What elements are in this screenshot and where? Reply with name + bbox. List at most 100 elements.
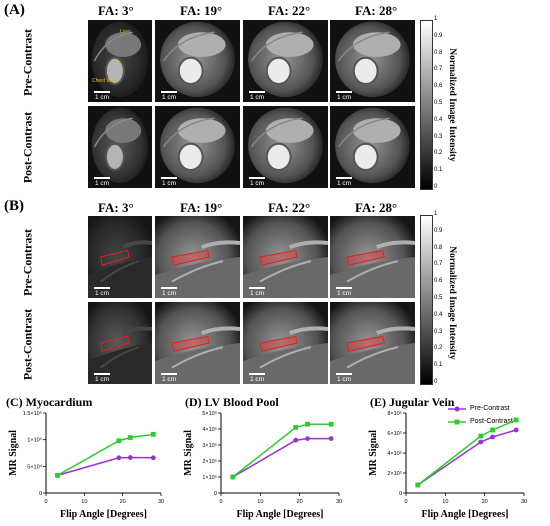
y-tick-label: 4×10⁵ [202, 426, 217, 433]
scale-bar [249, 177, 265, 179]
data-point [513, 417, 519, 423]
data-point [513, 427, 519, 433]
series-line [232, 437, 332, 478]
y-axis-label: MR Signal [368, 430, 379, 476]
chart-panel-title: (C) Myocardium [6, 395, 92, 409]
legend-post-contrast: Post-Contrast [448, 418, 513, 425]
colorbar-tick-label: 1 [434, 211, 438, 217]
x-tick-label: 20 [482, 499, 488, 505]
scale-bar [161, 287, 177, 289]
row-label-b-pre: Pre-Contrast [20, 228, 35, 297]
colorbar-tick-label: 0.5 [434, 295, 443, 301]
data-point [305, 421, 310, 427]
legend-post-marker [448, 419, 466, 424]
colorbar-tick-label: 0.6 [434, 278, 443, 285]
scale-bar [94, 91, 110, 93]
scale-bar-label: 1 cm [250, 376, 265, 383]
legend-pre-label: Pre-Contrast [470, 405, 510, 412]
y-tick-label: 0 [39, 491, 42, 497]
x-tick-label: 20 [120, 499, 126, 505]
x-tick-label: 10 [257, 499, 263, 505]
mri-image-tile: 1 cm [88, 20, 152, 102]
data-point [328, 421, 334, 427]
x-tick-label: 10 [442, 499, 448, 505]
scale-bar [249, 91, 265, 93]
y-tick-label: 1.5×10⁵ [23, 410, 42, 417]
panel-label-b: (B) [4, 198, 24, 214]
data-point [478, 439, 484, 445]
row-label-a-post: Post-Contrast [20, 111, 35, 184]
mri-image-tile: 1 cm [88, 106, 152, 188]
y-tick-label: 2×10⁵ [387, 470, 402, 477]
colorbar-tick-label: 0.5 [434, 100, 443, 106]
colorbar-tick-label: 0.1 [434, 167, 443, 174]
data-point [55, 473, 60, 478]
x-tick-label: 20 [297, 499, 303, 505]
colorbar-tick-label: 0.4 [434, 116, 443, 123]
colorbar-tick-label: 0.2 [434, 150, 443, 157]
legend-post-label: Post-Contrast [470, 418, 513, 425]
mri-image-tile: 1 cm [243, 216, 328, 298]
data-point [150, 455, 156, 461]
scale-bar-label: 1 cm [250, 94, 265, 101]
colorbar-tick-label: 1 [434, 16, 438, 22]
mri-image-tile: 1 cm [155, 20, 240, 102]
mri-image-tile: 1 cm [88, 216, 152, 298]
row-label-a-pre: Pre-Contrast [20, 28, 35, 97]
mri-image-tile: 1 cm [243, 106, 328, 188]
annotation-lv: LV [113, 60, 119, 66]
roi-overlay [259, 249, 299, 266]
chart-axes [220, 413, 339, 494]
colorbar-tick-label: 0.9 [434, 32, 443, 39]
colorbar-tick-label: 0 [434, 184, 438, 190]
fa-title-a-4: FA: 28° [355, 3, 398, 18]
series-line [57, 456, 154, 477]
mri-image-tile: 1 cm [330, 216, 415, 298]
panel-label-a: (A) [4, 2, 25, 18]
mri-image-tile: 1 cm [330, 302, 415, 384]
chart-panel-title: (D) LV Blood Pool [185, 395, 279, 409]
scale-bar-label: 1 cm [162, 180, 177, 187]
colorbar-tick-label: 0.2 [434, 345, 443, 352]
colorbar-tick-label: 0.8 [434, 244, 443, 251]
y-tick-label: 6×10⁵ [387, 430, 402, 437]
data-point [150, 431, 156, 437]
data-point [305, 436, 310, 441]
y-tick-label: 1×10⁵ [202, 474, 217, 481]
scale-bar-label: 1 cm [162, 94, 177, 101]
colorbar-a [420, 20, 433, 190]
scale-bar-label: 1 cm [337, 94, 352, 101]
y-tick-label: 4×10⁵ [387, 450, 402, 457]
scale-bar [161, 177, 177, 179]
data-point [490, 434, 495, 440]
mri-image-tile: 1 cm [243, 20, 328, 102]
series-line [57, 433, 154, 477]
scale-bar-label: 1 cm [95, 94, 110, 101]
fa-title-b-2: FA: 19° [180, 200, 223, 215]
data-point [116, 455, 122, 461]
x-axis-label: Flip Angle [Degrees] [236, 509, 323, 520]
roi-overlay [171, 249, 211, 266]
chart-panel-title: (E) Jugular Vein [370, 395, 455, 409]
scale-bar-label: 1 cm [250, 290, 265, 297]
scale-bar-label: 1 cm [337, 290, 352, 297]
y-tick-label: 8×10⁵ [387, 410, 402, 417]
line-chart: (E) Jugular Vein 0 2×10⁵ 4×10⁵ 6×10⁵ 8×10⁵ 0 10… [368, 395, 527, 520]
colorbar-tick-label: 0.3 [434, 133, 443, 140]
colorbar-tick-label: 0 [434, 379, 438, 385]
data-point [328, 436, 334, 441]
y-tick-label: 0 [214, 491, 217, 497]
fa-title-b-4: FA: 28° [355, 200, 398, 215]
fa-title-b-1: FA: 3° [98, 200, 134, 215]
series-line [417, 419, 517, 486]
data-point [478, 433, 484, 439]
scale-bar [336, 91, 352, 93]
colorbar-b [420, 215, 433, 385]
y-tick-label: 5×10⁴ [27, 463, 42, 470]
legend-pre-marker [448, 406, 466, 411]
data-point [230, 474, 236, 480]
mri-image-tile: 1 cm [330, 106, 415, 188]
series-line [232, 423, 332, 478]
data-point [490, 427, 495, 433]
colorbar-label-b: Normalized Image Intensity [447, 246, 457, 360]
